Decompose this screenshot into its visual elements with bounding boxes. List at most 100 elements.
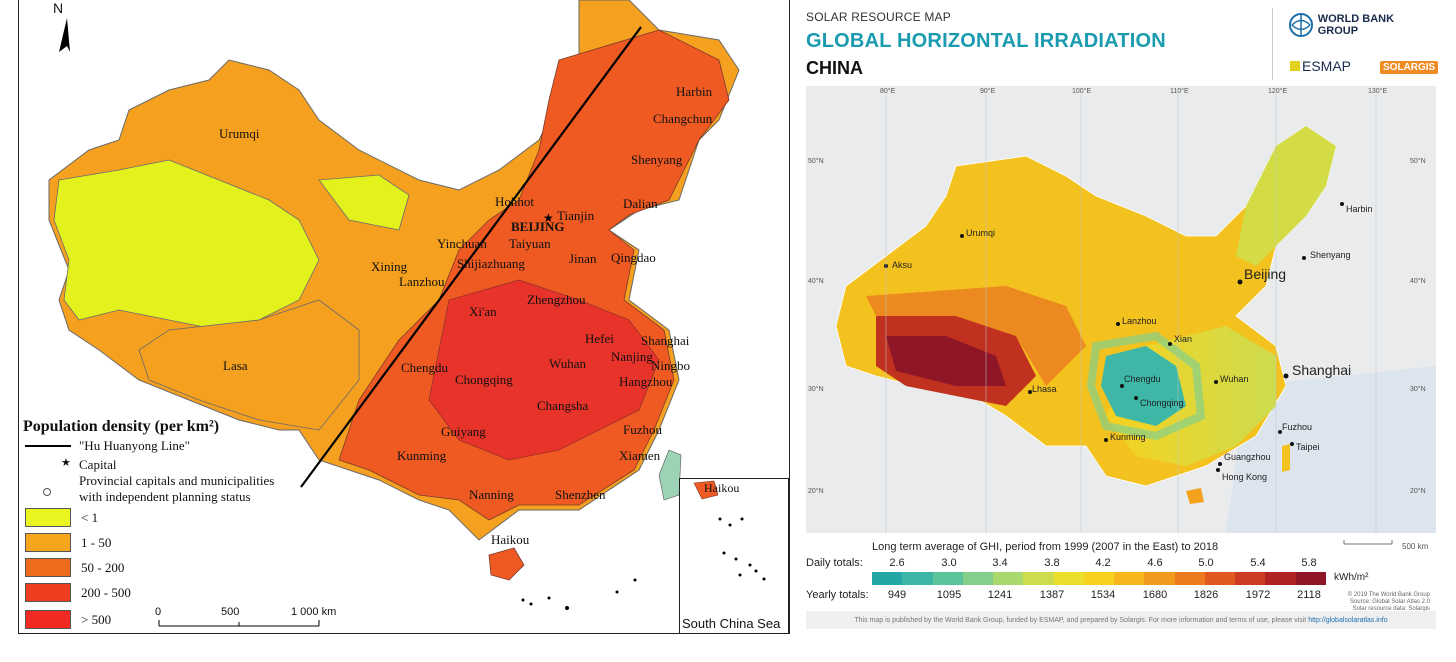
colorbar-segment xyxy=(872,572,903,585)
ghi-taiwan xyxy=(1282,444,1290,472)
city-beijing: BEIJING xyxy=(511,219,565,234)
city-shijiazhuang: Shijiazhuang xyxy=(457,256,525,271)
legend-class-label: 1 - 50 xyxy=(81,534,112,550)
grid-lat-40: 40°N xyxy=(808,278,824,285)
yearly-tick: 949 xyxy=(887,589,907,601)
scs-islands xyxy=(521,578,637,610)
city-xiamen: Xiamen xyxy=(619,448,661,463)
ghi-graticule xyxy=(885,94,1377,533)
city-jinan: Jinan xyxy=(569,251,597,266)
ghi-city-guangzhou: Guangzhou xyxy=(1224,452,1271,462)
city-dalian: Dalian xyxy=(623,196,658,211)
ghi-city-urumqi: Urumqi xyxy=(966,228,996,238)
low-density-north xyxy=(318,174,410,231)
north-label: N xyxy=(53,0,64,16)
grid-lat-50-right: 50°N xyxy=(1410,158,1426,165)
ghi-city-xian: Xian xyxy=(1174,334,1193,344)
ghi-colorbar xyxy=(872,572,1326,585)
colorbar-segment xyxy=(932,572,963,585)
grid-lat-20-right: 20°N xyxy=(1410,488,1426,495)
ghi-sichuan-edge xyxy=(1086,331,1206,441)
ghi-tibet-core xyxy=(886,336,1006,386)
city-guiyang: Guiyang xyxy=(441,424,486,439)
country-name: CHINA xyxy=(806,58,863,78)
grid-lat-50: 50°N xyxy=(808,158,824,165)
population-density-map-panel: ★ N Harbin Changchun Shenyang Urumqi Hoh… xyxy=(18,0,790,634)
city-shenzhen: Shenzhen xyxy=(555,487,606,502)
ghi-city-chengdu: Chengdu xyxy=(1124,374,1161,384)
city-haikou: Haikou xyxy=(491,532,530,547)
colorbar-segment xyxy=(993,572,1024,585)
legend-class-label: > 500 xyxy=(81,611,112,627)
solar-resource-map-panel: SOLAR RESOURCE MAP GLOBAL HORIZONTAL IRR… xyxy=(806,0,1439,634)
ghi-city-fuzhou: Fuzhou xyxy=(1282,422,1313,432)
grid-lon-110: 110°E xyxy=(1170,88,1189,95)
inset-map xyxy=(693,480,766,581)
ghi-city-lhasa: Lhasa xyxy=(1032,384,1057,394)
unit-label: kWh/m² xyxy=(1334,572,1369,583)
city-urumqi: Urumqi xyxy=(219,126,260,141)
city-hohhot: Hohhot xyxy=(495,194,534,209)
very-high-density-core xyxy=(428,279,660,461)
yearly-tick: 2118 xyxy=(1297,589,1321,601)
capital-star-icon: ★ xyxy=(543,211,554,225)
north-arrow-icon xyxy=(59,18,70,52)
city-chongqing: Chongqing xyxy=(455,372,513,387)
tibet-region xyxy=(138,299,360,431)
legend-class-3: 50 - 200 xyxy=(25,558,124,577)
daily-tick: 5.8 xyxy=(1301,557,1317,569)
map-credits: © 2019 The World Bank Group Source: Glob… xyxy=(1334,592,1430,613)
legend-swatch xyxy=(25,610,71,629)
legend-class-5: > 500 xyxy=(25,610,111,629)
city-harbin: Harbin xyxy=(676,84,713,99)
ghi-city-hongkong: Hong Kong xyxy=(1222,472,1268,482)
legend-swatch xyxy=(25,558,71,577)
map-scale-label: 500 km xyxy=(1402,542,1429,551)
colorbar-segment xyxy=(1265,572,1296,585)
city-fuzhou: Fuzhou xyxy=(623,422,662,437)
credit-line: Source: Global Solar Atlas 2.0 xyxy=(1349,599,1430,605)
legend-star-icon: ★ xyxy=(61,456,71,469)
footnote-link[interactable]: http://globalsolaratlas.info xyxy=(1308,616,1388,624)
legend-class-label: < 1 xyxy=(81,509,99,525)
header-divider xyxy=(1272,8,1273,80)
city-chengdu: Chengdu xyxy=(401,360,448,375)
colorbar-segment xyxy=(1083,572,1115,585)
scale-label-500: 500 xyxy=(221,606,240,618)
ghi-sichuan-basin xyxy=(1101,346,1186,426)
map-title: GLOBAL HORIZONTAL IRRADIATION xyxy=(806,30,1166,52)
inset-city-haikou: Haikou xyxy=(704,481,740,495)
city-nanjing: Nanjing xyxy=(611,349,653,364)
population-density-map: ★ xyxy=(25,0,740,627)
legend-class-1: < 1 xyxy=(25,508,98,527)
ghi-map: 80°E 90°E 100°E 110°E 120°E 130°E 50°N 4… xyxy=(806,86,1436,612)
city-changchun: Changchun xyxy=(653,111,713,126)
solargis-logo: SOLARGIS xyxy=(1380,61,1439,74)
colorbar-segment xyxy=(1114,572,1145,585)
grid-lat-40-right: 40°N xyxy=(1410,278,1426,285)
colorbar-segment xyxy=(1053,572,1084,585)
legend-swatch xyxy=(25,583,71,602)
esmap-logo: ESMAP xyxy=(1290,58,1351,74)
city-tianjin: Tianjin xyxy=(557,208,595,223)
scale-bar xyxy=(158,620,320,627)
globe-icon xyxy=(1289,13,1313,37)
yearly-tick: 1095 xyxy=(936,589,962,601)
city-yinchuan: Yinchuan xyxy=(437,236,487,251)
legend-capital-label: Capital xyxy=(79,457,117,472)
hu-huanyong-line xyxy=(300,26,642,488)
ghi-city-markers xyxy=(884,202,1344,472)
grid-lon-130: 130°E xyxy=(1368,88,1388,95)
city-qingdao: Qingdao xyxy=(611,250,656,265)
city-lasa: Lasa xyxy=(223,358,248,373)
colorbar-segment xyxy=(1204,572,1236,585)
map-subtitle: SOLAR RESOURCE MAP xyxy=(806,10,951,24)
city-hangzhou: Hangzhou xyxy=(619,374,673,389)
ghi-city-harbin: Harbin xyxy=(1346,204,1373,214)
esmap-sun-icon xyxy=(1290,61,1300,71)
ghi-northeast xyxy=(1236,126,1336,266)
period-description: Long term average of GHI, period from 19… xyxy=(872,541,1219,553)
ghi-city-shenyang: Shenyang xyxy=(1310,250,1351,260)
colorbar-segment xyxy=(1295,572,1326,585)
legend-provincial-marker xyxy=(43,488,51,496)
